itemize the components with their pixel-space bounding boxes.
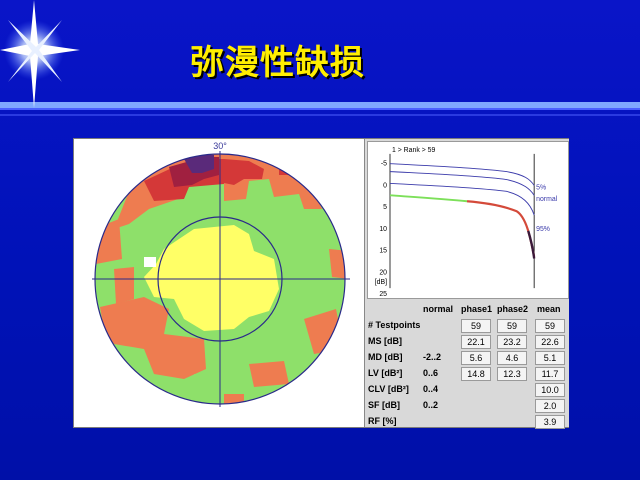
normal-range: 0..6	[423, 368, 439, 378]
mean-cell: 5.1	[535, 351, 565, 365]
row-label: LV [dB²]	[368, 368, 403, 378]
table-row: SF [dB] 0..2 2.0	[365, 399, 569, 413]
table-row: # Testpoints 59 59 59	[365, 319, 569, 333]
header-decoration	[0, 102, 640, 116]
row-label: MS [dB]	[368, 336, 402, 346]
sparkle-icon	[0, 0, 80, 108]
normal-label: normal	[536, 196, 558, 203]
mean-cell: 22.6	[535, 335, 565, 349]
angle-label: 30°	[213, 141, 227, 151]
y-tick: 10	[379, 226, 387, 233]
header-normal: normal	[423, 304, 454, 314]
table-header: normal phase1 phase2 mean	[365, 303, 569, 317]
header-phase1: phase1	[461, 304, 493, 314]
phase1-cell: 22.1	[461, 335, 491, 349]
slide-title: 弥漫性缺损	[190, 43, 365, 83]
phase1-cell: 59	[461, 319, 491, 333]
y-tick: -5	[381, 161, 387, 168]
y-tick: 5	[383, 204, 387, 211]
header-phase2: phase2	[497, 304, 529, 314]
table-row: MD [dB] -2..2 5.6 4.6 5.1	[365, 351, 569, 365]
table-row: CLV [dB²] 0..4 10.0	[365, 383, 569, 397]
y-tick: 25	[379, 291, 387, 298]
phase1-cell: 5.6	[461, 351, 491, 365]
table-row: LV [dB²] 0..6 14.8 12.3 11.7	[365, 367, 569, 381]
y-tick: 20	[379, 269, 387, 276]
mean-cell: 2.0	[535, 399, 565, 413]
row-label: RF [%]	[368, 416, 397, 426]
y-tick: 15	[379, 248, 387, 255]
mean-cell: 3.9	[535, 415, 565, 429]
normal-range: 0..4	[423, 384, 439, 394]
rank-label: 1 > Rank > 59	[392, 147, 436, 154]
mean-cell: 10.0	[535, 383, 565, 397]
visual-field-map: 30°	[92, 141, 350, 407]
analysis-panel: 1 > Rank > 59 -5 0 5 10 15 20 25 [dB]	[364, 139, 569, 429]
normal-range: -2..2	[423, 352, 442, 362]
percentile-5-label: 5%	[536, 184, 546, 191]
perimetry-report: 30° 1 > Rank > 59 -5 0 5 10 15 20 25 [dB…	[73, 138, 569, 429]
phase2-cell: 59	[497, 319, 527, 333]
table-row: RF [%] 3.9	[365, 415, 569, 429]
row-label: CLV [dB²]	[368, 384, 409, 394]
phase1-cell: 14.8	[461, 367, 491, 381]
y-tick: 0	[383, 182, 387, 189]
y-unit: [dB]	[375, 279, 387, 286]
cumulative-defect-curve: 1 > Rank > 59 -5 0 5 10 15 20 25 [dB]	[367, 141, 569, 299]
mean-cell: 59	[535, 319, 565, 333]
normal-range: 0..2	[423, 400, 439, 410]
phase2-cell: 23.2	[497, 335, 527, 349]
phase2-cell: 4.6	[497, 351, 527, 365]
table-row: MS [dB] 22.1 23.2 22.6	[365, 335, 569, 349]
row-label: # Testpoints	[368, 320, 421, 330]
header-mean: mean	[537, 304, 561, 314]
mean-cell: 11.7	[535, 367, 565, 381]
row-label: MD [dB]	[368, 352, 403, 362]
phase2-cell: 12.3	[497, 367, 527, 381]
row-label: SF [dB]	[368, 400, 400, 410]
percentile-95-label: 95%	[536, 226, 550, 233]
